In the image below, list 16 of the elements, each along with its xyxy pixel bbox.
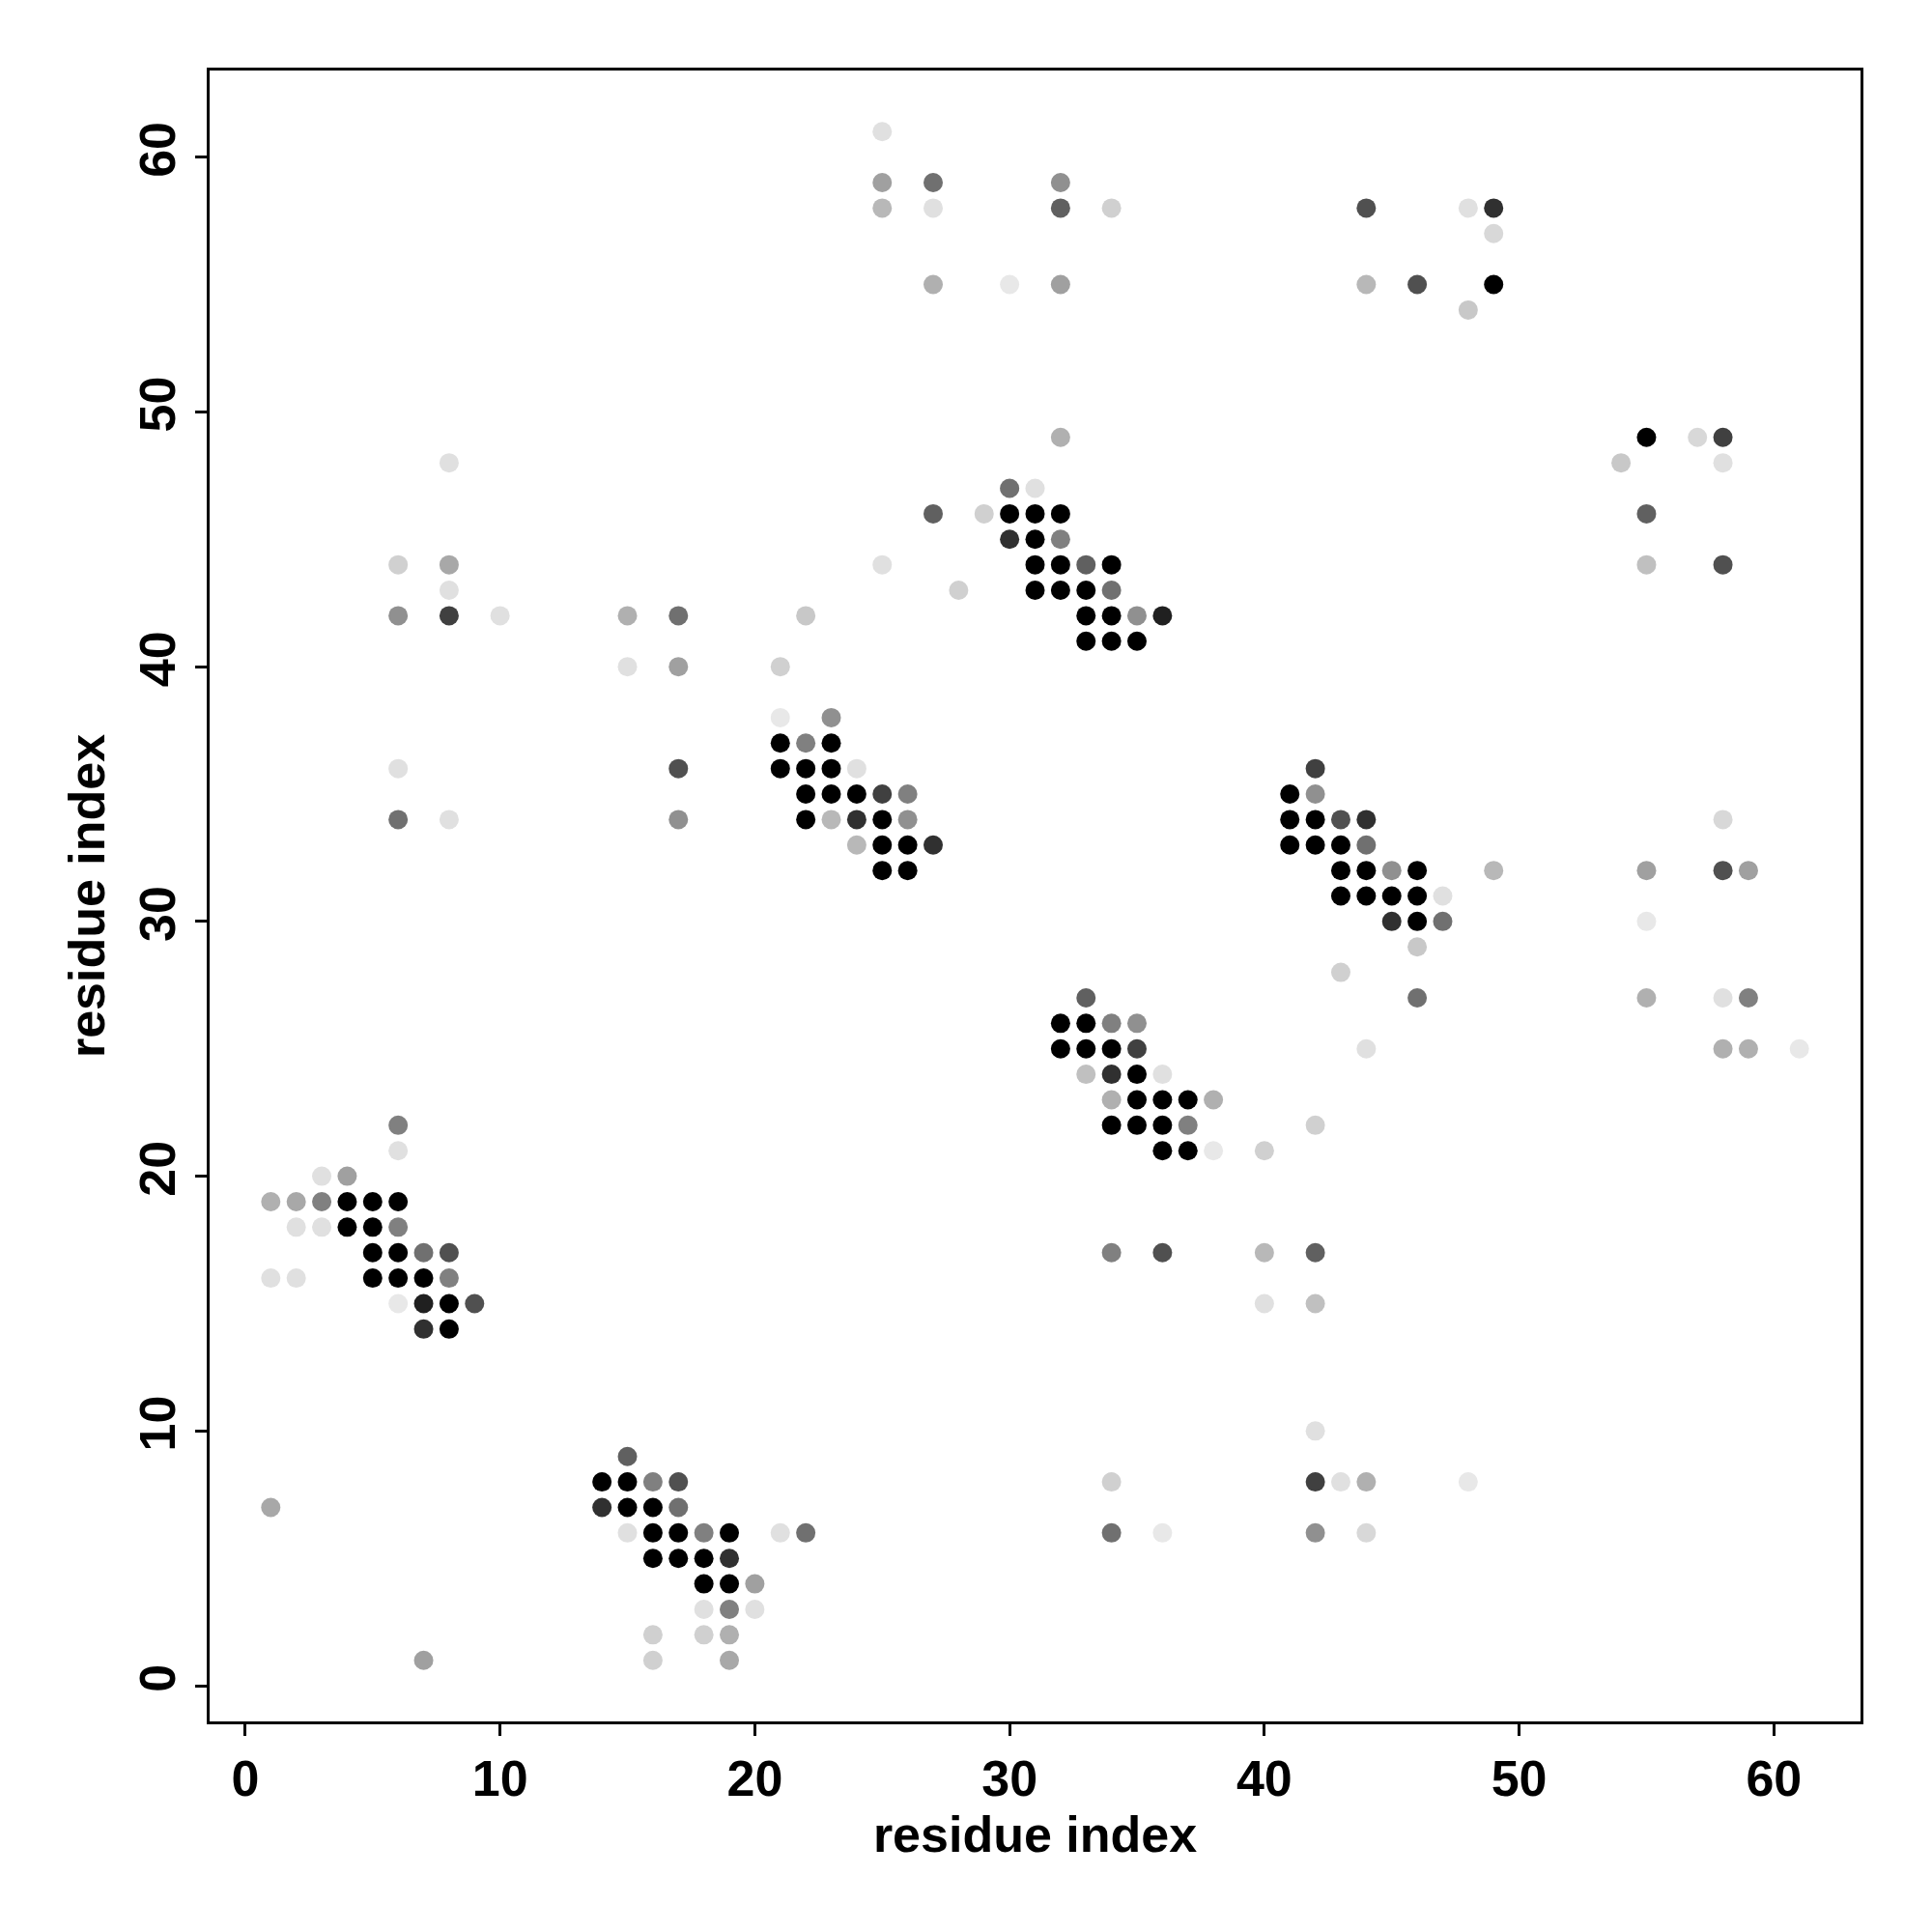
- y-axis-title: residue index: [58, 733, 115, 1059]
- y-tick-label: 60: [129, 121, 186, 178]
- x-tick-label: 20: [726, 1750, 783, 1807]
- y-tick-label: 0: [129, 1663, 186, 1692]
- x-axis-title: residue index: [872, 1806, 1198, 1863]
- y-tick-label: 40: [129, 631, 186, 688]
- x-tick-label: 10: [471, 1750, 528, 1807]
- x-tick-label: 40: [1236, 1750, 1293, 1807]
- x-tick-label: 0: [231, 1750, 260, 1807]
- x-tick-label: 50: [1491, 1750, 1548, 1807]
- x-tick-label: 60: [1746, 1750, 1803, 1807]
- y-tick-label: 20: [129, 1140, 186, 1197]
- x-tick-label: 30: [981, 1750, 1038, 1807]
- y-tick-label: 10: [129, 1395, 186, 1452]
- y-tick-label: 50: [129, 376, 186, 433]
- y-tick-label: 30: [129, 886, 186, 942]
